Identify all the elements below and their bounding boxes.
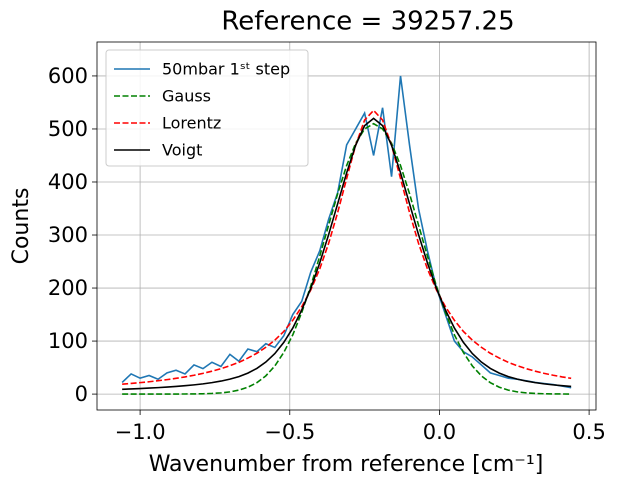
legend-label: 50mbar 1ˢᵗ step [162, 60, 290, 79]
x-axis-label: Wavenumber from reference [cm⁻¹] [149, 452, 544, 477]
y-tick-label: 400 [48, 170, 88, 194]
series-line [122, 117, 572, 391]
y-tick-label: 0 [75, 382, 88, 406]
x-tick-label: 0.0 [423, 420, 456, 444]
legend-label: Voigt [162, 141, 202, 160]
x-tick-label: −0.5 [264, 420, 315, 444]
y-axis-label: Counts [9, 188, 34, 265]
legend: 50mbar 1ˢᵗ step Gauss Lorentz Voigt [105, 49, 309, 167]
plot-frame [96, 41, 597, 411]
y-tick-label: 500 [48, 117, 88, 141]
y-tick-label: 600 [48, 64, 88, 88]
legend-box [105, 49, 309, 167]
y-tick-label: 300 [48, 223, 88, 247]
x-tick-label: −1.0 [115, 420, 166, 444]
series-line [121, 75, 572, 389]
chart-title: Reference = 39257.25 [221, 7, 514, 37]
y-tick-label: 100 [48, 329, 88, 353]
series-line [122, 122, 572, 395]
series-line [122, 109, 572, 385]
legend-label: Gauss [162, 87, 211, 106]
x-tick-label: 0.5 [572, 420, 605, 444]
y-tick-label: 200 [48, 276, 88, 300]
legend-label: Lorentz [162, 114, 221, 133]
